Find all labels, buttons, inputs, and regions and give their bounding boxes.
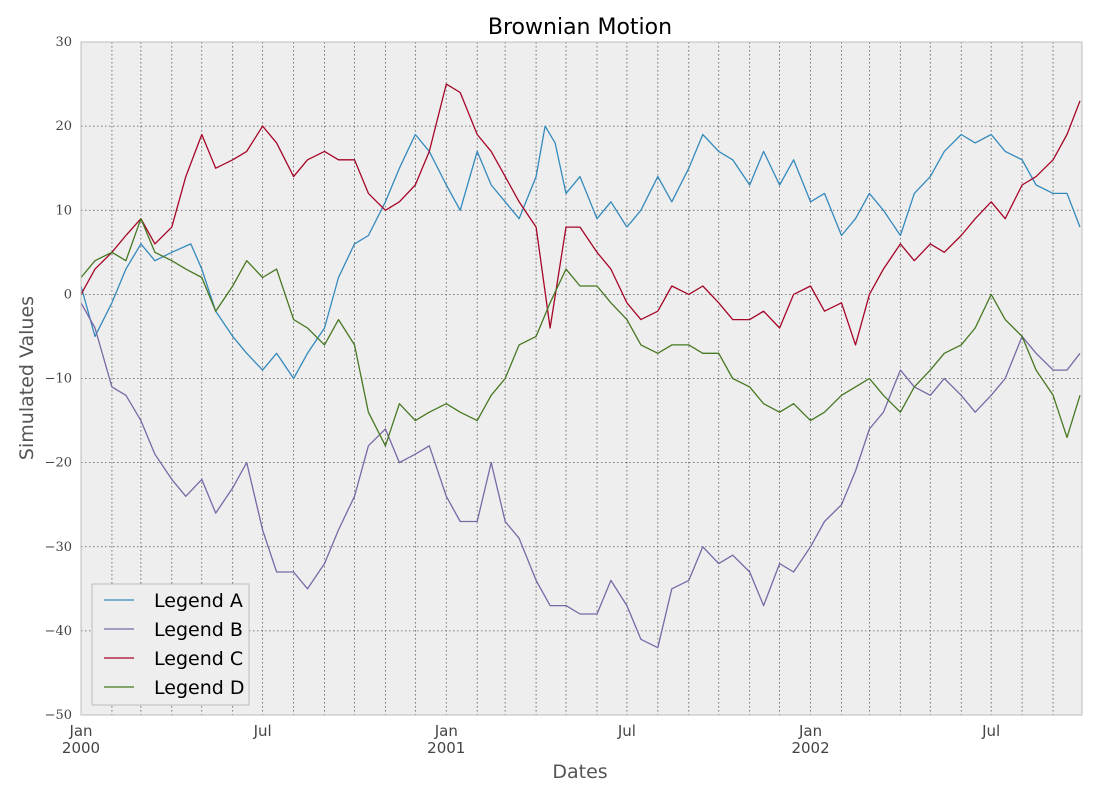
x-tick-label: Jul	[617, 722, 636, 740]
x-tick-year-label: 2000	[62, 739, 100, 757]
x-tick-label: Jan	[434, 722, 458, 740]
series-line-legend-d	[80, 218, 1081, 447]
y-tick-label: −50	[45, 708, 72, 723]
y-tick-label: 20	[55, 119, 72, 134]
series-group	[80, 83, 1081, 649]
legend: Legend A Legend B Legend C Legend D	[91, 583, 250, 706]
legend-label-legend-c: Legend C	[154, 648, 243, 670]
y-axis-title: Simulated Values	[16, 296, 38, 460]
plot-frame	[80, 41, 1083, 716]
legend-label-legend-a: Legend A	[154, 590, 243, 612]
series-line-legend-a	[80, 125, 1081, 380]
y-tick-label: 0	[64, 287, 72, 302]
series-line-legend-c	[80, 83, 1081, 346]
y-axis-ticks: −50 −40 −30 −20 −10 0 10 20 30	[45, 35, 72, 723]
y-tick-label: −40	[45, 624, 72, 639]
x-tick-year-label: 2002	[791, 739, 829, 757]
x-tick-year-label: 2001	[427, 739, 465, 757]
x-axis-title: Dates	[552, 761, 607, 783]
y-tick-label: 30	[55, 35, 72, 50]
legend-label-legend-d: Legend D	[154, 677, 244, 699]
x-tick-label: Jan	[68, 722, 92, 740]
y-tick-label: 10	[55, 203, 72, 218]
x-tick-label: Jul	[253, 722, 272, 740]
x-tick-label: Jul	[981, 722, 1000, 740]
chart-title: Brownian Motion	[488, 15, 672, 40]
legend-label-legend-b: Legend B	[154, 619, 243, 641]
legend-box	[91, 583, 250, 706]
x-tick-label: Jan	[798, 722, 822, 740]
y-tick-label: −30	[45, 540, 72, 555]
y-tick-label: −20	[45, 456, 72, 471]
y-tick-label: −10	[45, 372, 72, 387]
